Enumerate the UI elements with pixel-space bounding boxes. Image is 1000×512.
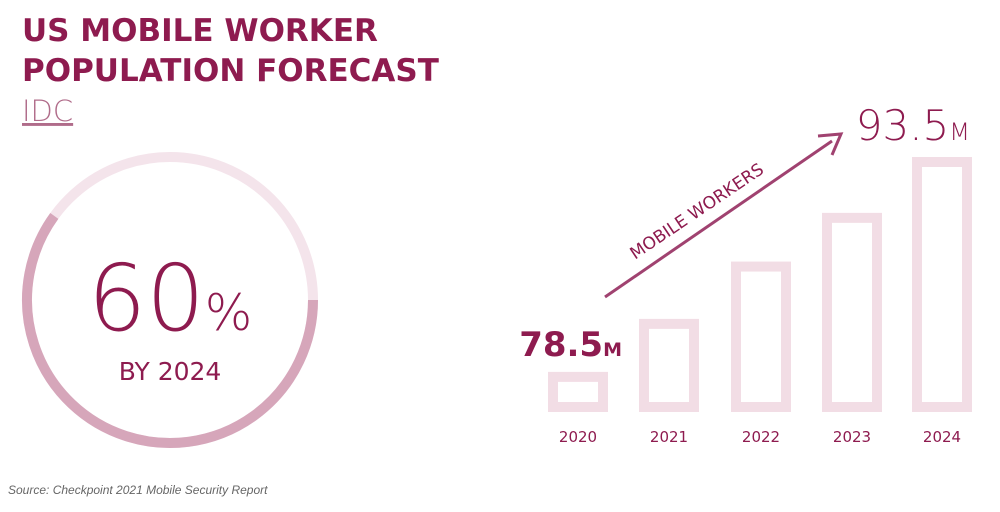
donut-arc — [22, 213, 318, 448]
arrow-head — [817, 132, 844, 156]
title-line: US MOBILE WORKER — [22, 13, 378, 49]
bar — [639, 318, 699, 412]
x-tick-label: 2023 — [833, 428, 871, 446]
x-tick-label: 2022 — [742, 428, 780, 446]
x-tick-label: 2021 — [650, 428, 688, 446]
bar — [822, 212, 882, 412]
x-tick-label: 2020 — [559, 428, 597, 446]
trend-arrow — [604, 139, 833, 299]
subtitle: IDC — [22, 94, 73, 128]
source: Source: Checkpoint 2021 Mobile Security … — [8, 483, 268, 497]
x-tick-label: 2024 — [923, 428, 961, 446]
title-line: POPULATION FORECAST — [22, 53, 439, 89]
value-label: 93.5M — [856, 101, 970, 150]
bar — [731, 261, 791, 412]
annotation: MOBILE WORKERS — [627, 160, 768, 264]
bar — [548, 371, 608, 412]
donut-subtitle: BY 2024 — [119, 357, 222, 386]
value-label: 78.5M — [519, 325, 622, 365]
bar — [912, 157, 972, 412]
donut-value: 60% — [88, 245, 253, 352]
